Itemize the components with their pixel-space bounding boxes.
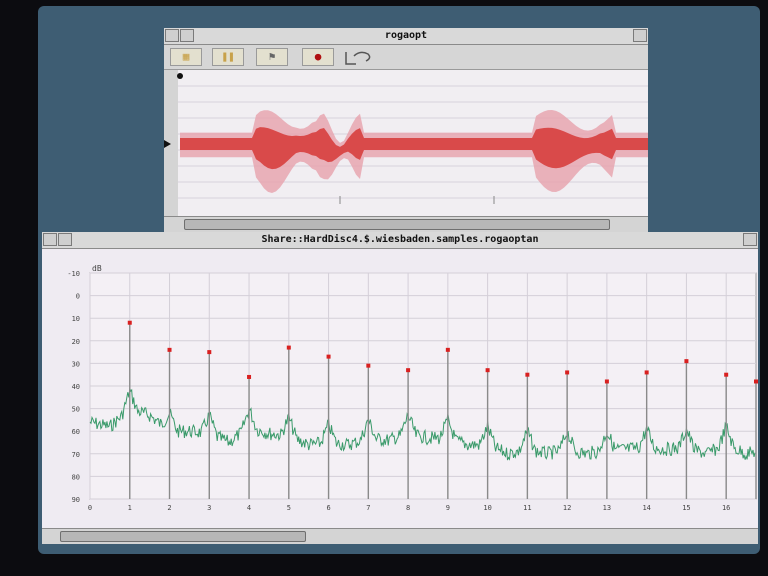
y-tick-label: 30 — [72, 360, 80, 368]
harmonic-peak-marker — [724, 372, 729, 377]
spectrum-window-title: Share::HardDisc4.$.wiesbaden.samples.rog… — [261, 234, 539, 245]
harmonic-peak-marker — [207, 350, 212, 355]
harmonic-peak-marker — [644, 370, 649, 375]
harmonic-peak-marker — [286, 345, 291, 350]
y-tick-label: 20 — [72, 338, 80, 346]
y-tick-label: 50 — [72, 406, 80, 414]
harmonic-peak-marker — [684, 359, 689, 364]
harmonic-peak-marker — [247, 374, 252, 379]
x-tick-label: 4 — [247, 504, 251, 512]
waveform-cursor-icon — [164, 140, 171, 148]
x-tick-label: 7 — [366, 504, 370, 512]
spectrum-window-titlebar[interactable]: Share::HardDisc4.$.wiesbaden.samples.rog… — [42, 232, 758, 249]
waveform-window-title: rogaopt — [384, 30, 428, 41]
back-icon[interactable] — [43, 233, 57, 246]
spectrum-hscrollbar[interactable] — [42, 528, 758, 544]
y-tick-label: -10 — [67, 270, 80, 278]
harmonic-peak-marker — [604, 379, 609, 384]
harmonic-peak-marker — [525, 372, 530, 377]
x-tick-label: 12 — [563, 504, 571, 512]
x-tick-label: 14 — [642, 504, 650, 512]
pause-tool-button[interactable]: ❚❚ — [212, 48, 244, 66]
waveform-window-titlebar[interactable]: rogaopt — [164, 28, 648, 45]
waveform-scroll-thumb[interactable] — [184, 219, 610, 230]
back-icon[interactable] — [165, 29, 179, 42]
harmonic-peak-marker — [326, 354, 331, 359]
waveform-toolbar: ▦ ❚❚ ⚑ ● — [164, 45, 648, 70]
harmonic-peak-marker — [445, 347, 450, 352]
toggle-size-icon[interactable] — [633, 29, 647, 42]
y-axis-label: dB — [92, 264, 102, 273]
waveform-view[interactable] — [164, 70, 648, 216]
x-tick-label: 13 — [603, 504, 611, 512]
x-tick-label: 10 — [483, 504, 491, 512]
x-tick-label: 2 — [167, 504, 171, 512]
y-tick-label: 10 — [72, 315, 80, 323]
flag-tool-button[interactable]: ⚑ — [256, 48, 288, 66]
select-tool-button[interactable]: ▦ — [170, 48, 202, 66]
x-tick-label: 9 — [446, 504, 450, 512]
y-tick-label: 40 — [72, 383, 80, 391]
y-tick-label: 70 — [72, 451, 80, 459]
record-icon: ● — [314, 50, 322, 63]
x-tick-label: 15 — [682, 504, 690, 512]
y-tick-label: 80 — [72, 473, 80, 481]
y-tick-label: 60 — [72, 428, 80, 436]
x-tick-label: 1 — [128, 504, 132, 512]
harmonic-peak-marker — [565, 370, 570, 375]
harmonic-peak-marker — [127, 320, 132, 325]
close-icon[interactable] — [58, 233, 72, 246]
harmonic-peak-marker — [485, 368, 490, 373]
flag-icon: ⚑ — [268, 50, 276, 63]
waveform-hscrollbar[interactable] — [164, 216, 648, 232]
x-tick-label: 0 — [88, 504, 92, 512]
waveform-window: rogaopt ▦ ❚❚ ⚑ ● — [164, 28, 648, 232]
waveform-vscrollbar — [164, 70, 178, 216]
x-tick-label: 3 — [207, 504, 211, 512]
x-tick-label: 11 — [523, 504, 531, 512]
y-tick-label: 0 — [76, 293, 80, 301]
undo-icon[interactable] — [342, 48, 376, 66]
select-tool-icon: ▦ — [182, 50, 190, 63]
harmonic-peak-marker — [406, 368, 411, 373]
spectrum-scroll-thumb[interactable] — [60, 531, 306, 542]
y-tick-label: 90 — [72, 496, 80, 504]
waveform-envelope — [180, 109, 648, 193]
x-tick-label: 5 — [287, 504, 291, 512]
spectrum-window: Share::HardDisc4.$.wiesbaden.samples.rog… — [42, 232, 758, 544]
waveform-marker-dot — [177, 73, 183, 79]
harmonic-peak-marker — [366, 363, 371, 368]
pause-icon: ❚❚ — [221, 50, 235, 63]
harmonic-peak-marker — [167, 347, 172, 352]
toggle-size-icon[interactable] — [743, 233, 757, 246]
x-tick-label: 6 — [326, 504, 330, 512]
x-tick-label: 16 — [722, 504, 730, 512]
waveform-signal — [180, 127, 648, 170]
x-tick-label: 8 — [406, 504, 410, 512]
spectrum-noise-line — [89, 388, 756, 461]
harmonic-peak-marker — [754, 379, 758, 384]
record-tool-button[interactable]: ● — [302, 48, 334, 66]
close-icon[interactable] — [180, 29, 194, 42]
